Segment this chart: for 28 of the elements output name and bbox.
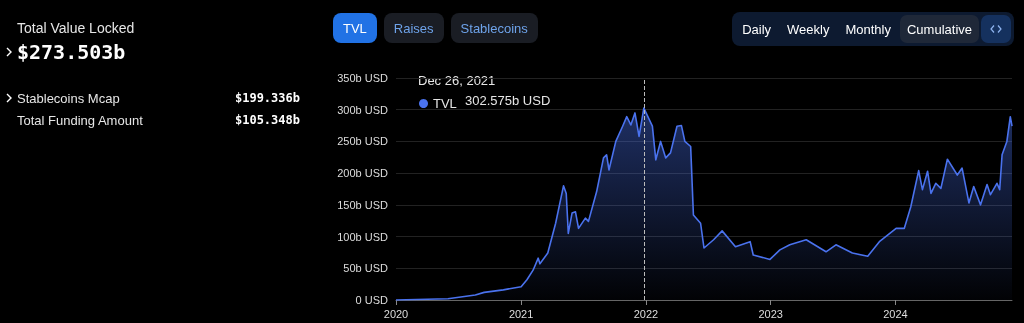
text: Cumulative bbox=[899, 15, 979, 43]
text: Monthly bbox=[844, 20, 892, 39]
x-tick-label: 2024 bbox=[883, 307, 908, 320]
x-tick-label: 2023 bbox=[758, 307, 783, 320]
text: Total Funding Amount bbox=[17, 112, 143, 128]
y-tick-label: 250b USD bbox=[337, 135, 389, 148]
legend-label: TVL bbox=[433, 96, 457, 111]
x-tick-label: 2020 bbox=[383, 307, 409, 320]
annotation: 302.575b USD bbox=[465, 93, 551, 108]
text: Stablecoins bbox=[450, 13, 538, 43]
text: $273.503b bbox=[17, 40, 126, 64]
x-tick-label: 2022 bbox=[633, 307, 659, 320]
text: TVL bbox=[333, 13, 377, 43]
x-tick-label: 2021 bbox=[508, 307, 534, 320]
text: $105.348b bbox=[234, 113, 300, 127]
text: Weekly bbox=[786, 20, 831, 39]
text: Total Value Locked bbox=[17, 20, 135, 36]
y-tick-label: 150b USD bbox=[337, 198, 389, 211]
y-tick-label: 50b USD bbox=[343, 262, 389, 275]
text: Daily bbox=[741, 20, 773, 39]
y-tick-label: 300b USD bbox=[337, 103, 389, 116]
y-tick-label: 0 USD bbox=[355, 294, 389, 306]
y-tick-label: 100b USD bbox=[337, 230, 389, 243]
y-tick-label: 200b USD bbox=[337, 167, 389, 180]
text: Raises bbox=[383, 13, 444, 43]
text: Stablecoins Mcap bbox=[17, 90, 120, 106]
text: $199.336b bbox=[234, 91, 300, 105]
y-tick-label: 350b USD bbox=[337, 72, 389, 84]
